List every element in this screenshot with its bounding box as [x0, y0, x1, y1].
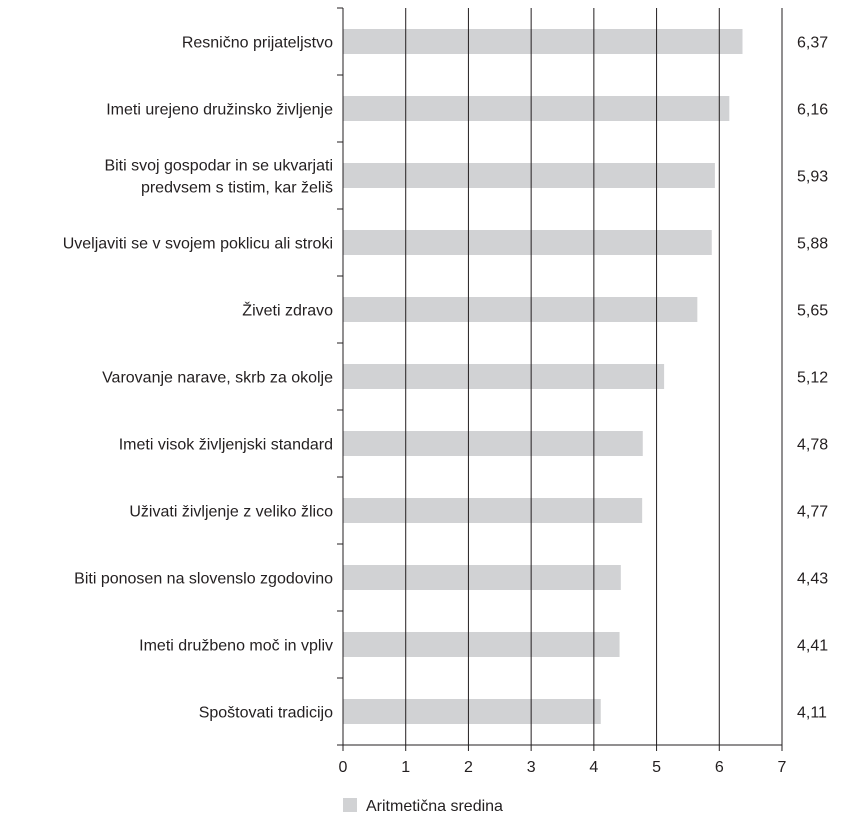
x-axis-ticks: 0 1 2 3 4 5 6 7 — [339, 745, 787, 776]
x-tick-label: 0 — [339, 759, 348, 776]
value-label: 4,43 — [797, 571, 828, 588]
bar — [343, 96, 730, 121]
value-label: 6,16 — [797, 102, 828, 119]
value-labels: 6,37 6,16 5,93 5,88 5,65 5,12 4,78 4,77 4,43 4,41… — [797, 35, 828, 722]
bars-group — [343, 29, 743, 724]
bar — [343, 364, 665, 389]
category-label: Uveljaviti se v svojem poklicu ali strok… — [63, 236, 333, 253]
category-labels: Resnično prijateljstvo Imeti urejeno druž… — [63, 35, 333, 722]
bar — [343, 632, 620, 657]
bar — [343, 565, 621, 590]
value-label: 5,12 — [797, 370, 828, 387]
category-label: Spoštovati tradicijo — [199, 705, 333, 722]
category-label: Biti svoj gospodar in se ukvarjati predvs… — [104, 158, 333, 197]
value-label: 4,77 — [797, 504, 828, 521]
y-axis-ticks — [337, 7, 343, 746]
x-tick-label: 1 — [401, 759, 410, 776]
category-label: Biti ponosen na slovenslo zgodovino — [74, 571, 333, 588]
x-tick-label: 7 — [778, 759, 787, 776]
grid-lines — [405, 8, 783, 745]
value-label: 5,65 — [797, 303, 828, 320]
bar — [343, 498, 643, 523]
legend-label: Aritmetična sredina — [366, 798, 503, 815]
x-tick-label: 4 — [589, 759, 598, 776]
x-tick-label: 5 — [652, 759, 661, 776]
bar — [343, 431, 643, 456]
value-label: 4,41 — [797, 638, 828, 655]
x-tick-label: 2 — [464, 759, 473, 776]
category-label: Uživati življenje z veliko žlico — [129, 504, 333, 521]
bar — [343, 297, 698, 322]
legend: Aritmetična sredina — [343, 798, 503, 815]
legend-swatch — [343, 798, 357, 812]
category-label: Živeti zdravo — [242, 301, 333, 320]
bar — [343, 699, 601, 724]
x-tick-label: 6 — [715, 759, 724, 776]
value-label: 5,88 — [797, 236, 828, 253]
category-label: Imeti družbeno moč in vpliv — [139, 638, 333, 655]
value-label: 4,78 — [797, 437, 828, 454]
category-label: Imeti visok življenjski standard — [119, 437, 333, 454]
value-label: 5,93 — [797, 169, 828, 186]
value-label: 4,11 — [797, 705, 827, 722]
bar — [343, 29, 743, 54]
bar — [343, 163, 715, 188]
category-label: Imeti urejeno družinsko življenje — [106, 102, 333, 119]
category-label: Varovanje narave, skrb za okolje — [102, 370, 333, 387]
bar — [343, 230, 712, 255]
category-label: Resnično prijateljstvo — [182, 35, 333, 52]
x-tick-label: 3 — [527, 759, 536, 776]
value-label: 6,37 — [797, 35, 828, 52]
